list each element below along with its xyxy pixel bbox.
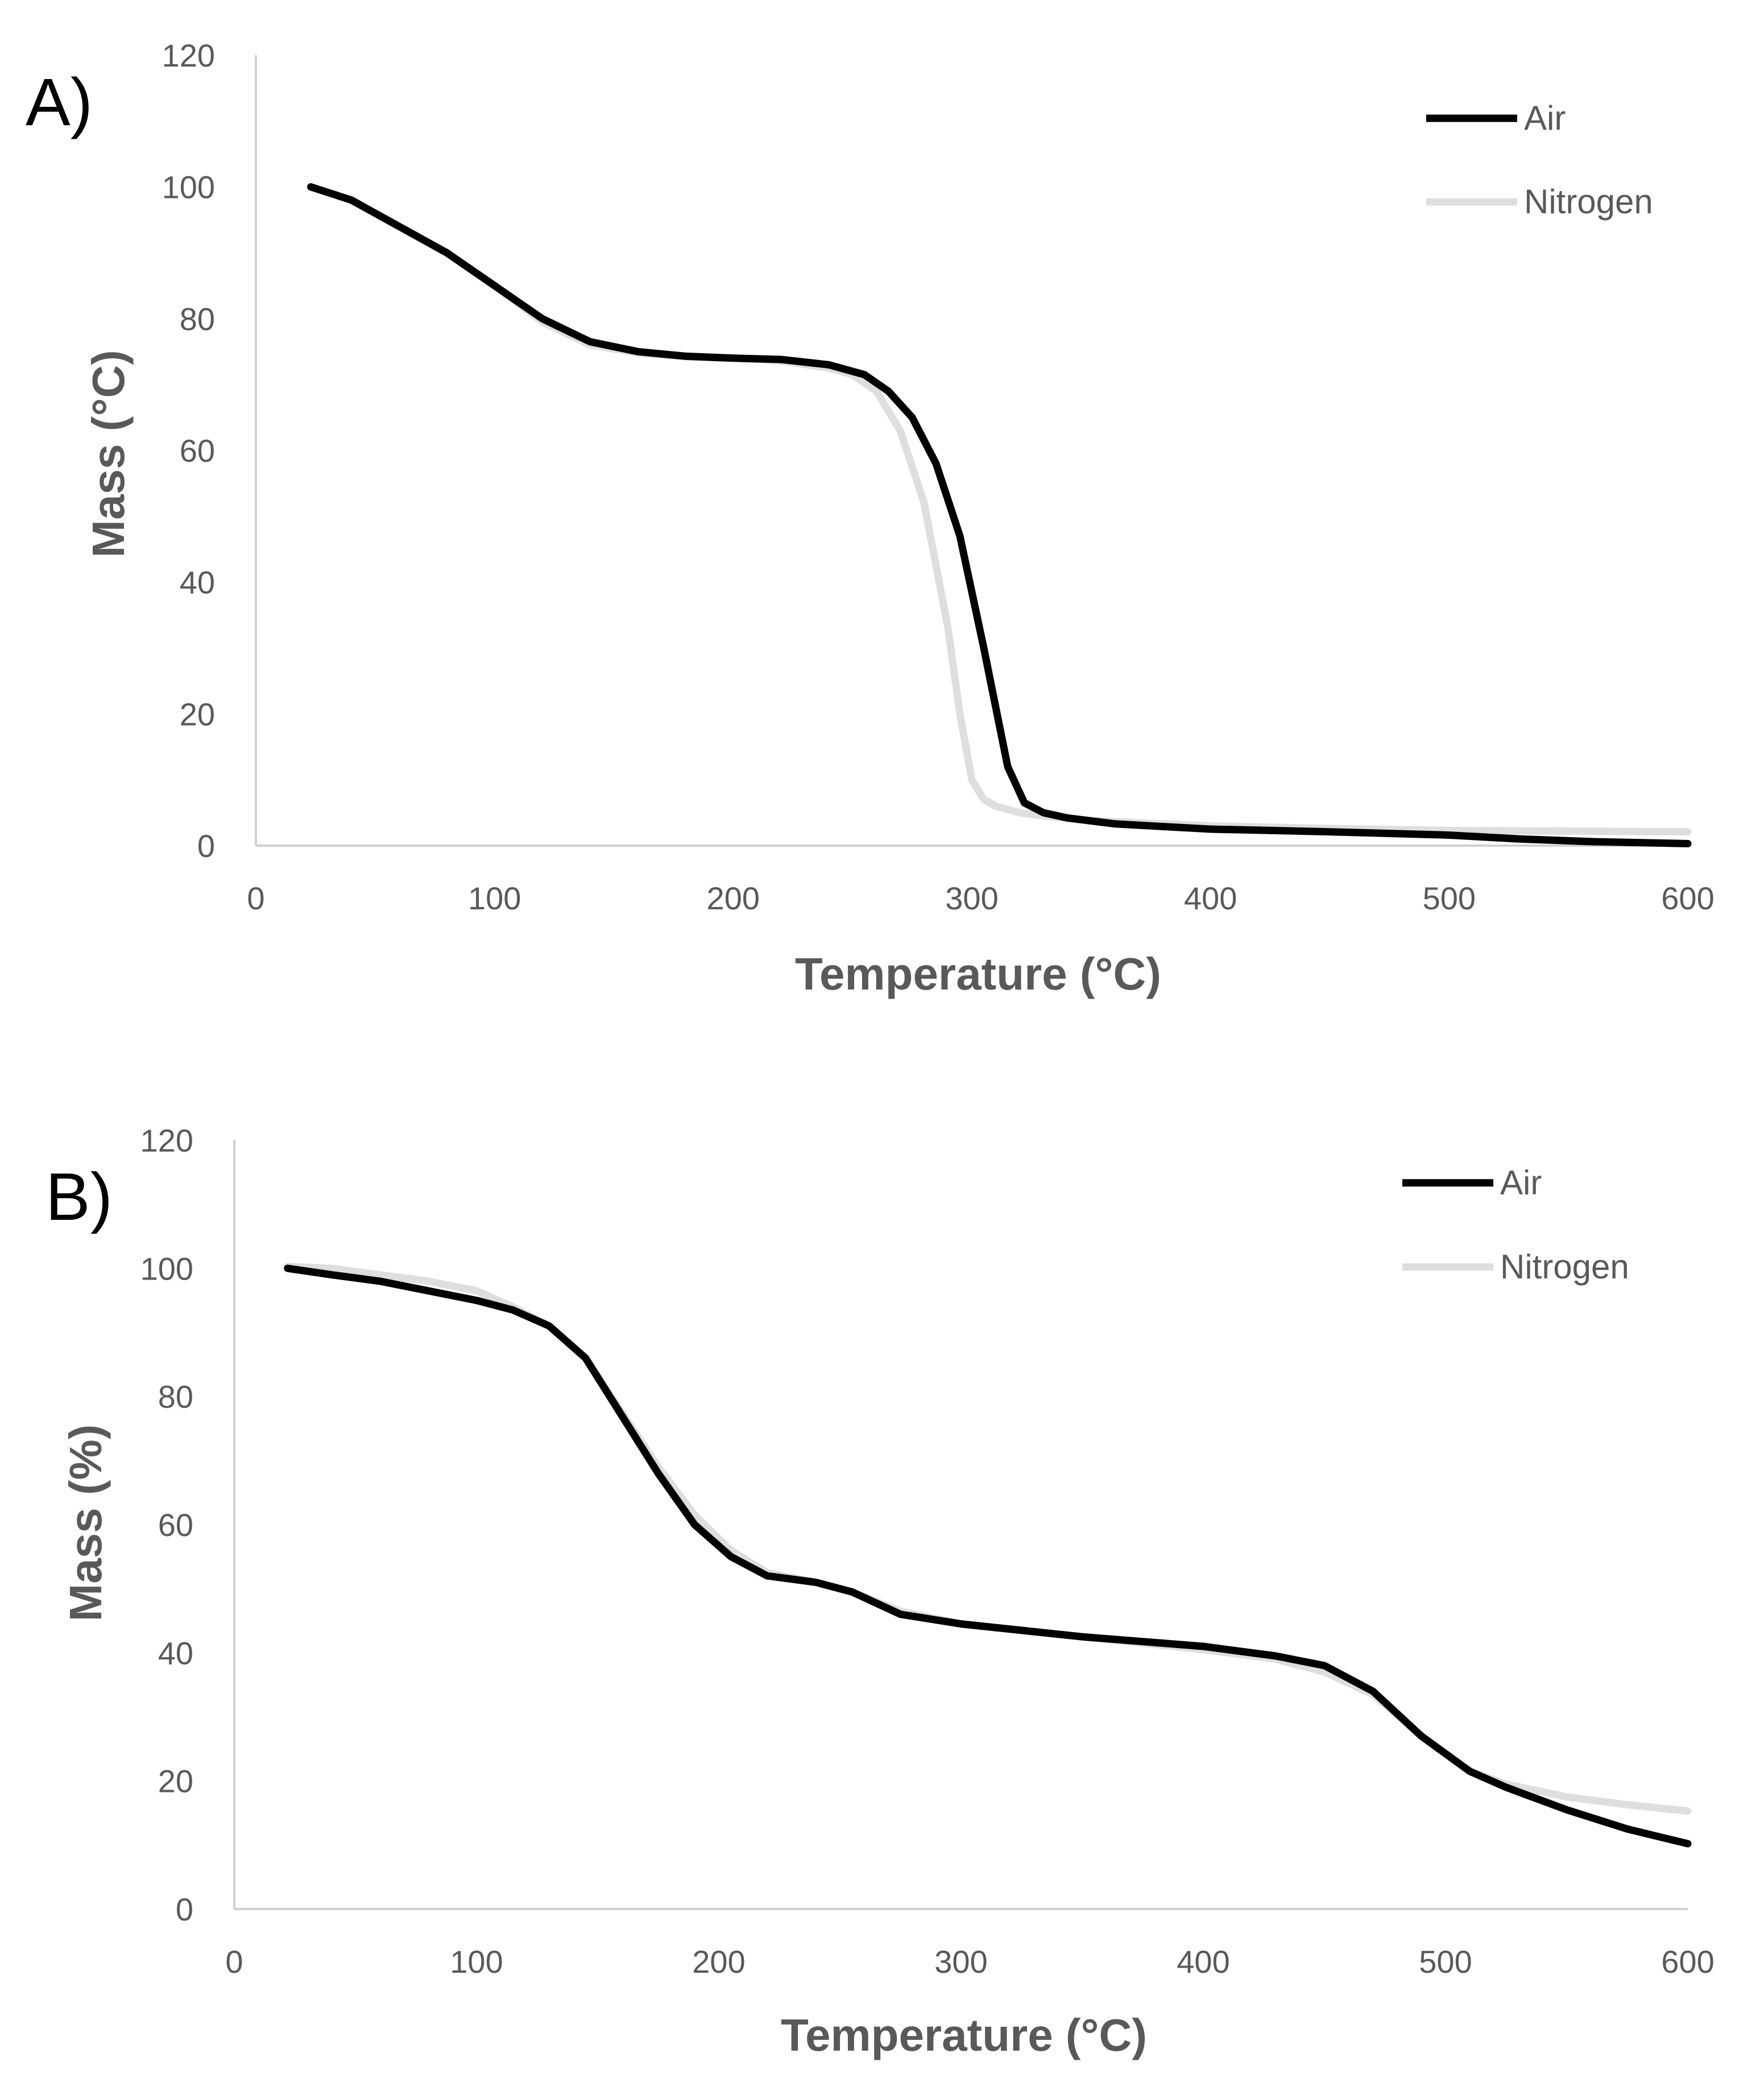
panel-a-y-tick-label: 40 bbox=[180, 565, 215, 601]
panel-a-x-tick-label: 600 bbox=[1661, 880, 1714, 916]
panel-a-label: A) bbox=[26, 65, 93, 140]
panel-b-x-tick-label: 100 bbox=[450, 1944, 503, 1980]
panel-a-x-tick-label: 300 bbox=[945, 880, 998, 916]
panel-b-series-air-line bbox=[284, 1264, 1692, 1848]
panel-b-legend-label-nitrogen: Nitrogen bbox=[1500, 1248, 1629, 1286]
panel-b-legend: Air Nitrogen bbox=[1402, 1164, 1629, 1286]
panel-b-y-tick-label: 40 bbox=[158, 1635, 193, 1671]
panel-b-y-tick-label: 80 bbox=[158, 1379, 193, 1415]
panel-a-x-axis-title: Temperature (°C) bbox=[795, 949, 1161, 999]
panel-a-y-axis-title: Mass (°C) bbox=[83, 350, 134, 557]
panel-a-y-tick-label: 80 bbox=[180, 301, 215, 337]
panel-b-y-tick-label: 60 bbox=[158, 1507, 193, 1543]
panel-b: B) Mass (%) Temperature (°C) Air Nitroge… bbox=[45, 1123, 1715, 2060]
panel-b-x-tick-label: 500 bbox=[1419, 1944, 1472, 1980]
panel-b-y-axis-title: Mass (%) bbox=[60, 1425, 111, 1622]
panel-b-series-nitrogen-line bbox=[284, 1262, 1692, 1815]
panel-a-legend: Air Nitrogen bbox=[1426, 99, 1653, 221]
panel-a-legend-label-nitrogen: Nitrogen bbox=[1524, 183, 1653, 221]
panel-a-axes bbox=[255, 55, 1688, 847]
panel-a-series-air-line bbox=[307, 183, 1692, 847]
panel-b-x-tick-label: 0 bbox=[225, 1944, 243, 1980]
panel-a-x-tick-label: 500 bbox=[1423, 880, 1476, 916]
panel-b-y-tick-label: 120 bbox=[140, 1123, 193, 1158]
panel-a-y-tick-label: 0 bbox=[197, 828, 215, 864]
panel-a-y-tick-label: 60 bbox=[180, 433, 215, 469]
panel-a-y-tick-label: 120 bbox=[162, 38, 215, 73]
panel-b-axes bbox=[233, 1140, 1688, 1910]
panel-b-ticks: 0 100 200 300 400 500 600 0 20 40 60 80 100 120 bbox=[140, 1123, 1715, 1980]
panel-a-plot-area bbox=[307, 183, 1692, 847]
panel-b-legend-label-air: Air bbox=[1500, 1164, 1542, 1202]
panel-a-ticks: 0 100 200 300 400 500 600 0 20 40 60 80 100 120 bbox=[162, 38, 1715, 916]
panel-a: A) Mass (°C) Temperature (°C) Air Nitrog… bbox=[26, 38, 1715, 999]
panel-b-y-tick-label: 0 bbox=[176, 1891, 193, 1927]
panel-b-x-tick-label: 600 bbox=[1661, 1944, 1714, 1980]
panel-a-legend-label-air: Air bbox=[1524, 99, 1566, 137]
panel-b-label: B) bbox=[45, 1160, 113, 1235]
panel-b-y-tick-label: 20 bbox=[158, 1763, 193, 1799]
panel-b-x-tick-label: 400 bbox=[1177, 1944, 1229, 1980]
panel-b-plot-area bbox=[284, 1262, 1692, 1848]
panel-a-x-tick-label: 0 bbox=[247, 880, 264, 916]
panel-b-x-axis-title: Temperature (°C) bbox=[781, 2010, 1147, 2060]
panel-b-x-tick-label: 200 bbox=[692, 1944, 745, 1980]
panel-a-x-tick-label: 400 bbox=[1184, 880, 1237, 916]
panel-a-y-tick-label: 20 bbox=[180, 696, 215, 732]
panel-a-y-tick-label: 100 bbox=[162, 169, 215, 205]
panel-b-x-tick-label: 300 bbox=[934, 1944, 987, 1980]
panel-a-x-tick-label: 200 bbox=[707, 880, 760, 916]
panel-b-y-tick-label: 100 bbox=[140, 1251, 193, 1286]
panel-a-x-tick-label: 100 bbox=[468, 880, 521, 916]
